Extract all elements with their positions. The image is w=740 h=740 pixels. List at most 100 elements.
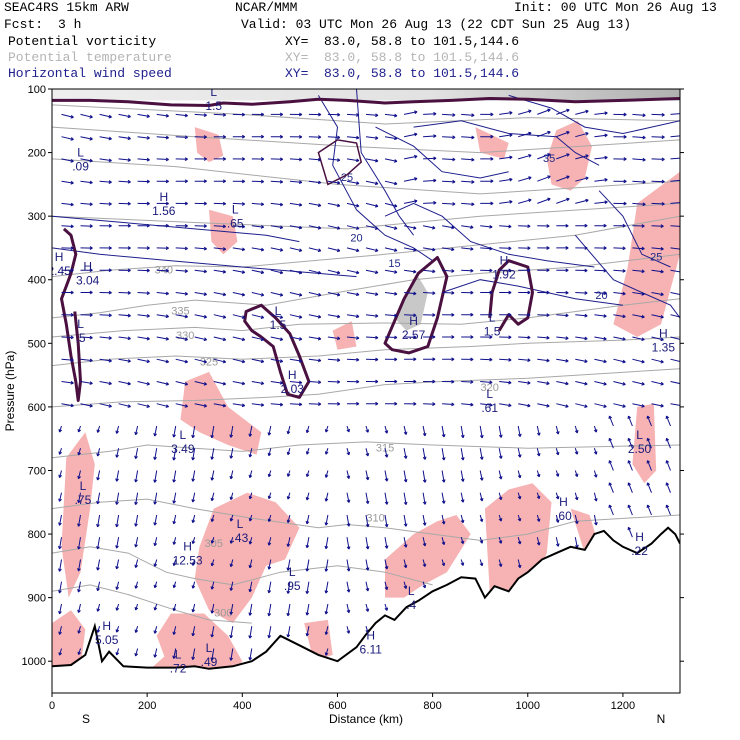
wind-vector [175, 381, 189, 386]
wind-vector [346, 448, 351, 456]
wind-vector [665, 460, 671, 471]
theta-contour [52, 104, 680, 125]
wind-vector [118, 113, 131, 119]
wind-vector [232, 269, 246, 274]
wind-vector [118, 358, 131, 363]
extremum-marker: H [102, 619, 111, 633]
wind-vector [248, 470, 253, 479]
extremum-value: .4 [406, 598, 416, 612]
wind-speed-label: 20 [350, 233, 362, 245]
wind-vector [404, 247, 417, 252]
wind-vector [423, 200, 437, 205]
wind-vector [518, 358, 531, 363]
wind-vector [346, 379, 360, 384]
wind-vector [286, 470, 291, 477]
wind-vector [346, 202, 360, 208]
wind-vector [305, 448, 310, 455]
wind-vector [172, 492, 177, 504]
wind-speed-contour [441, 279, 623, 306]
wind-vector [327, 135, 341, 140]
theta-contour [52, 441, 680, 459]
wind-vector [156, 381, 170, 386]
wind-vector [58, 537, 62, 550]
wind-vector [289, 134, 303, 139]
wind-vector [632, 202, 646, 207]
wind-vector [403, 448, 408, 459]
wind-vector [384, 470, 389, 482]
wind-vector [422, 448, 427, 460]
wind-vector [305, 559, 310, 572]
wind-vector [308, 269, 322, 275]
wind-vector [460, 514, 465, 524]
org-label: NCAR/MMM [235, 0, 298, 15]
wind-vector [384, 335, 398, 340]
wind-vector [537, 290, 550, 295]
wind-vector [308, 247, 322, 253]
wind-vector [267, 581, 272, 594]
extremum-marker: L [80, 479, 87, 493]
wind-vector [248, 581, 253, 593]
x-endpoint-right: N [657, 712, 666, 726]
field-name-theta: Potential temperature [8, 50, 172, 65]
x-tick-label: 1200 [611, 700, 635, 712]
wind-vector [118, 201, 131, 206]
wind-vector [461, 135, 475, 140]
pv-shading-region [180, 371, 262, 455]
pv-contour [383, 256, 449, 355]
wind-vector [442, 113, 456, 117]
wind-vector [651, 224, 664, 229]
wind-vector [61, 202, 74, 207]
wind-vector [632, 314, 645, 319]
wind-vector [404, 291, 417, 296]
wind-vector [574, 492, 579, 501]
wind-vector [461, 312, 474, 317]
wind-vector [441, 492, 446, 504]
wind-vector [232, 224, 246, 229]
wind-vector [461, 157, 475, 162]
wind-vector [80, 403, 93, 408]
wind-vector [518, 131, 532, 138]
wind-vector [134, 514, 139, 527]
wind-vector [365, 314, 379, 318]
wind-vector [442, 290, 455, 295]
wind-vector [556, 153, 570, 160]
wind-vector [270, 112, 284, 117]
wind-speed-contour [384, 202, 595, 268]
wind-vector [346, 247, 360, 253]
wind-vector [404, 313, 417, 318]
wind-vector [267, 559, 272, 570]
y-tick-label: 700 [28, 465, 46, 477]
wind-vector [423, 111, 437, 116]
wind-vector [61, 158, 74, 163]
wind-vector [651, 112, 665, 117]
wind-vector [327, 292, 341, 297]
wind-vector [594, 314, 607, 318]
extremum-value: .22 [631, 544, 648, 558]
wind-vector [479, 425, 484, 439]
wind-vector [251, 157, 265, 161]
wind-vector [384, 291, 398, 296]
wind-vector [251, 247, 265, 252]
wind-vector [289, 314, 303, 319]
wind-vector [175, 269, 188, 273]
extremum-marker: H [500, 253, 509, 267]
wind-vector [77, 448, 82, 456]
extremum-value: .75 [75, 493, 92, 507]
wind-vector [555, 448, 560, 456]
wind-vector [632, 157, 646, 162]
wind-vector [251, 381, 265, 385]
wind-vector [99, 381, 112, 386]
wind-vector [499, 246, 512, 251]
wind-vector [153, 603, 158, 611]
wind-vector [324, 581, 329, 594]
wind-vector [499, 111, 513, 115]
wind-vector [670, 247, 680, 251]
wind-vector [384, 136, 398, 141]
wind-vector [99, 358, 112, 363]
wind-speed-contour [413, 120, 600, 166]
wind-vector [327, 180, 341, 185]
wind-vector [498, 537, 503, 544]
wind-vector [646, 437, 652, 449]
theta-label: 325 [200, 357, 218, 369]
wind-vector [480, 179, 494, 184]
